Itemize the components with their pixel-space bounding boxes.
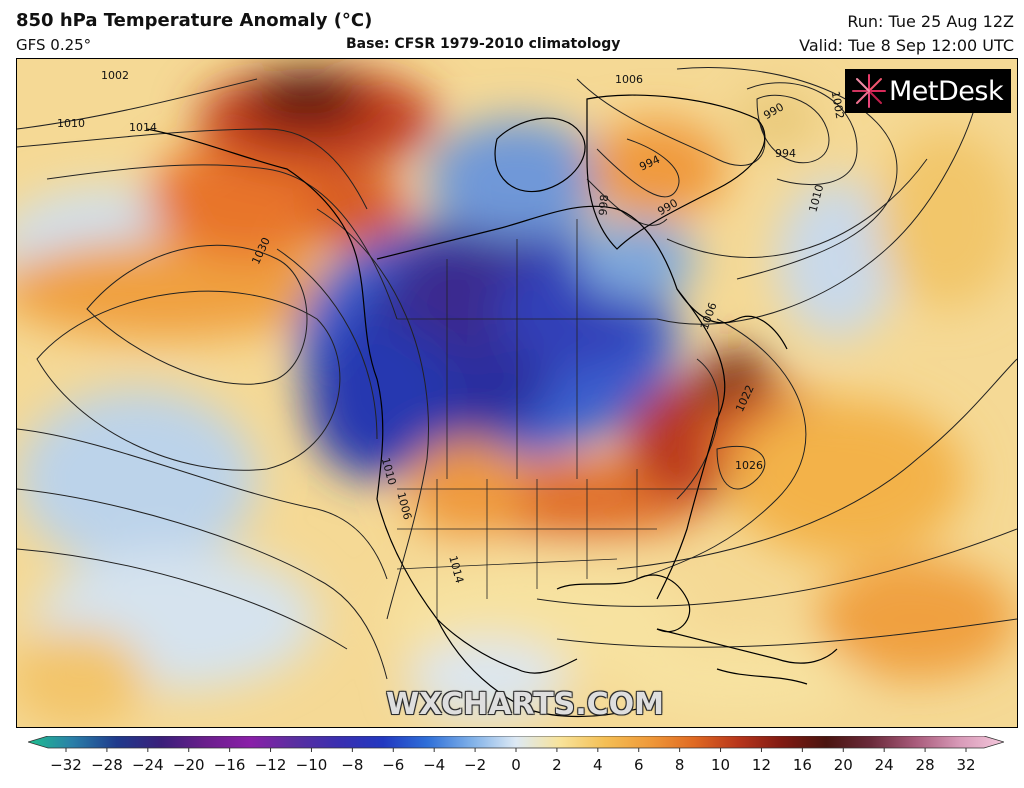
colorbar-tick-label: −10	[296, 756, 328, 774]
model-label: GFS 0.25°	[16, 36, 92, 54]
colorbar-gradient	[28, 736, 1004, 749]
isobar-label: 1006	[615, 73, 643, 86]
colorbar-tick-label: −4	[423, 756, 445, 774]
climatology-base-label: Base: CFSR 1979-2010 climatology	[346, 36, 621, 52]
chart-title: 850 hPa Temperature Anomaly (°C)	[16, 10, 373, 31]
colorbar-tick-label: −24	[132, 756, 164, 774]
colorbar-tick-label: 24	[875, 756, 894, 774]
colorbar: −32 −28 −24 −20 −16 −12 −10 −8 −6 −4 −2 0 2 4 6 8 10 12 16…	[28, 736, 1004, 786]
anomaly-map[interactable]: 1002 1010 1014 1030 1006 994 990 998 990…	[16, 58, 1018, 728]
isobar-label: 1014	[129, 121, 157, 134]
state-borders	[396, 219, 717, 619]
colorbar-tick-label: 10	[711, 756, 730, 774]
colorbar-tick-label: −16	[214, 756, 246, 774]
wxcharts-watermark: WXCHARTS.COM	[385, 687, 665, 722]
colorbar-tick-label: −28	[91, 756, 123, 774]
colorbar-tick-label: 20	[834, 756, 853, 774]
colorbar-tick-label: 4	[593, 756, 603, 774]
colorbar-tick-label: −2	[464, 756, 486, 774]
run-time-label: Run: Tue 25 Aug 12Z	[847, 12, 1014, 31]
colorbar-tick-label: 2	[552, 756, 562, 774]
colorbar-tick-label: 16	[793, 756, 812, 774]
isobar-label: 994	[775, 147, 796, 160]
colorbar-ticks: −32 −28 −24 −20 −16 −12 −10 −8 −6 −4 −2 0 2 4 6 8 10 12 16…	[50, 748, 976, 774]
colorbar-tick-label: −12	[255, 756, 287, 774]
isobar-label: 1010	[57, 117, 85, 130]
colorbar-tick-label: −8	[341, 756, 363, 774]
metdesk-logo: MetDesk	[845, 69, 1011, 113]
colorbar-svg: −32 −28 −24 −20 −16 −12 −10 −8 −6 −4 −2 0 2 4 6 8 10 12 16…	[28, 736, 1004, 774]
colorbar-tick-label: 28	[916, 756, 935, 774]
valid-time-label: Valid: Tue 8 Sep 12:00 UTC	[799, 36, 1014, 55]
colorbar-tick-label: −32	[50, 756, 82, 774]
coastlines	[146, 94, 838, 718]
isobar-label: 1002	[829, 90, 847, 120]
colorbar-tick-label: −6	[382, 756, 404, 774]
colorbar-tick-label: 8	[675, 756, 685, 774]
metdesk-starburst-icon	[852, 74, 886, 108]
colorbar-tick-label: 0	[511, 756, 521, 774]
isobar-label: 1026	[735, 459, 763, 472]
map-canvas: 1002 1010 1014 1030 1006 994 990 998 990…	[17, 59, 1017, 727]
colorbar-tick-label: 6	[634, 756, 644, 774]
colorbar-tick-label: 32	[956, 756, 975, 774]
colorbar-tick-label: 12	[752, 756, 771, 774]
metdesk-logo-text: MetDesk	[889, 75, 1004, 107]
colorbar-tick-label: −20	[173, 756, 205, 774]
isobar-label: 998	[596, 194, 611, 216]
isobar-label: 1002	[101, 69, 129, 82]
